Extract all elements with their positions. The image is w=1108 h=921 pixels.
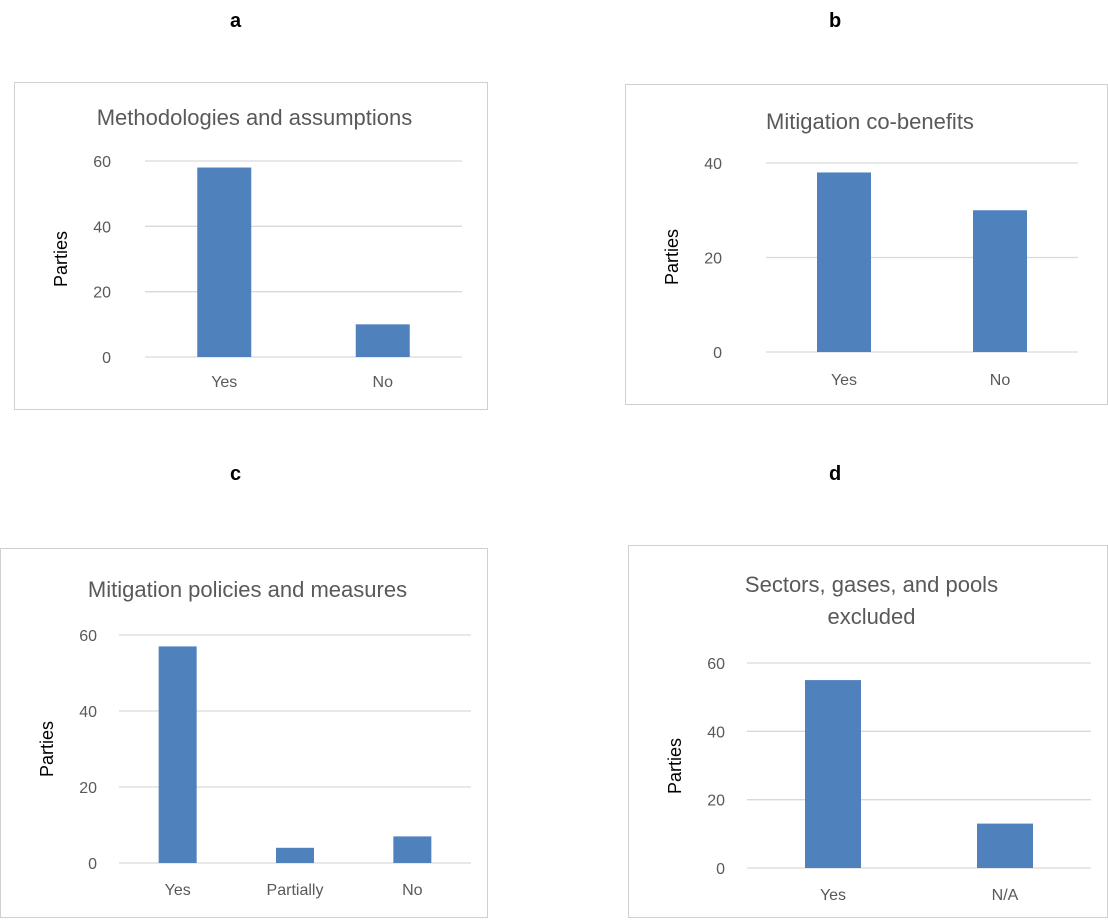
chart-c: Mitigation policies and measures 0 20 40 60 P…: [37, 577, 471, 899]
y-axis-label: Parties: [665, 738, 685, 794]
x-tick-label: Yes: [831, 372, 857, 389]
x-tick-label: N/A: [992, 887, 1019, 904]
y-tick-label: 40: [707, 724, 725, 741]
x-tick-label: Partially: [267, 882, 324, 899]
chart-a: Methodologies and assumptions 0 20 40 60 Part…: [51, 105, 462, 391]
bar-yes: [158, 646, 197, 863]
y-axis-label: Parties: [662, 229, 682, 285]
y-axis-label: Parties: [37, 721, 57, 777]
bar-na: [977, 823, 1033, 868]
y-tick-label: 0: [716, 861, 725, 878]
chart-title: excluded: [827, 604, 915, 629]
chart-title: Mitigation co-benefits: [766, 109, 974, 134]
x-tick-label: No: [990, 372, 1011, 389]
y-tick-label: 20: [707, 793, 725, 810]
chart-d: Sectors, gases, and pools excluded 0 20 40 60…: [665, 572, 1091, 904]
chart-b: Mitigation co-benefits 0 20 40 Parties Yes No: [662, 109, 1078, 389]
y-tick-label: 20: [79, 780, 97, 797]
bar-no: [973, 210, 1027, 352]
bar-no: [355, 324, 410, 357]
bar-yes: [197, 167, 252, 357]
y-tick-label: 40: [79, 704, 97, 721]
y-tick-label: 60: [79, 628, 97, 645]
y-tick-label: 20: [704, 251, 722, 268]
y-tick-label: 0: [88, 856, 97, 873]
chart-d-frame: Sectors, gases, and pools excluded 0 20 40 60…: [628, 545, 1108, 918]
x-tick-label: Yes: [165, 882, 191, 899]
y-tick-label: 40: [93, 219, 111, 236]
x-tick-label: Yes: [211, 374, 237, 391]
chart-c-frame: Mitigation policies and measures 0 20 40 60 P…: [0, 548, 488, 918]
chart-title: Methodologies and assumptions: [97, 105, 413, 130]
chart-b-frame: Mitigation co-benefits 0 20 40 Parties Yes No: [625, 84, 1108, 405]
bar-partially: [276, 847, 314, 863]
x-tick-label: No: [402, 882, 423, 899]
panel-letter-d: d: [829, 463, 842, 485]
y-tick-label: 60: [93, 154, 111, 171]
panel-letter-a: a: [230, 10, 242, 32]
x-tick-label: No: [373, 374, 394, 391]
bar-no: [393, 836, 432, 863]
y-tick-label: 60: [707, 656, 725, 673]
y-tick-label: 0: [102, 350, 111, 367]
x-tick-label: Yes: [820, 887, 846, 904]
bar-yes: [817, 172, 871, 352]
panel-letter-b: b: [829, 10, 842, 32]
chart-a-frame: Methodologies and assumptions 0 20 40 60 Part…: [14, 82, 488, 410]
y-axis-label: Parties: [51, 231, 71, 287]
chart-title: Sectors, gases, and pools: [745, 572, 998, 597]
y-tick-label: 40: [704, 156, 722, 173]
bar-yes: [805, 680, 861, 868]
y-tick-label: 0: [713, 345, 722, 362]
panel-letter-c: c: [230, 463, 242, 485]
y-tick-label: 20: [93, 285, 111, 302]
chart-title: Mitigation policies and measures: [88, 577, 407, 602]
